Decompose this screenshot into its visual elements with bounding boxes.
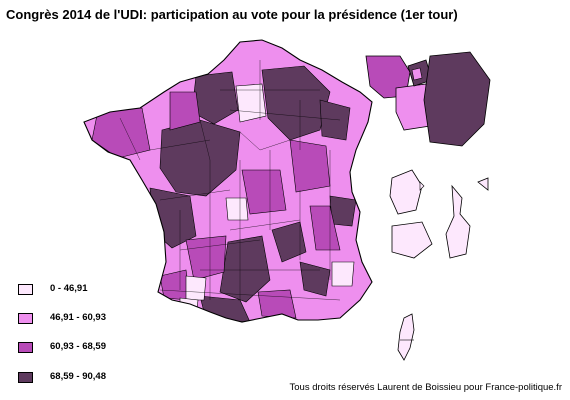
legend-label-4: 68,59 - 90,48: [50, 371, 106, 382]
legend-label-1: 0 - 46,91: [50, 283, 88, 294]
mainland-france: [84, 40, 372, 322]
la-reunion: [391, 221, 433, 259]
map-title: Congrès 2014 de l'UDI: participation au …: [6, 7, 458, 22]
corsica: [397, 313, 415, 361]
small-island: [419, 181, 425, 191]
legend-label-3: 60,93 - 68,59: [50, 341, 106, 352]
legend-swatch-3: [18, 342, 33, 353]
saint-pierre: [477, 177, 489, 191]
legend-swatch-1: [18, 284, 33, 295]
legend-swatch-4: [18, 372, 33, 383]
legend-label-2: 46,91 - 60,93: [50, 312, 106, 323]
copyright-credit: Tous droits réservés Laurent de Boissieu…: [289, 382, 562, 393]
ile-de-france-inset: [365, 51, 491, 147]
france-outline: [83, 39, 373, 323]
guadeloupe: [389, 169, 423, 215]
legend-swatch-2: [18, 313, 33, 324]
martinique: [445, 184, 471, 259]
